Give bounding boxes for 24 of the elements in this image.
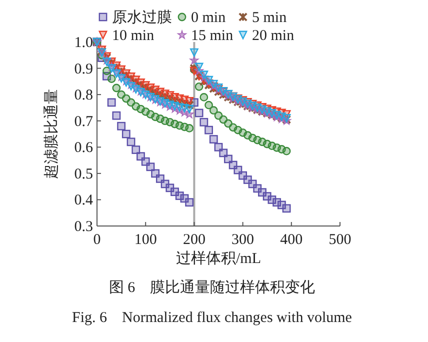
- caption: Fig. 6 Normalized flux changes with volume: [72, 310, 352, 326]
- y-tick-label: 0.4: [74, 192, 94, 209]
- y-tick-label: 0.7: [74, 114, 94, 130]
- x-axis-title: 过样体积/mL: [176, 250, 261, 267]
- legend-label: 原水过膜: [112, 9, 172, 26]
- y-tick-label: 0.3: [74, 219, 93, 235]
- y-tick-label: 0.9: [74, 61, 93, 78]
- x-tick-label: 400: [280, 232, 303, 248]
- x-tick-label: 300: [232, 232, 254, 248]
- y-axis-title: 超滤膜比通量: [43, 89, 60, 179]
- x-tick-label: 200: [182, 232, 206, 248]
- y-tick-label: 0.8: [74, 88, 93, 104]
- legend-label: 0 min: [191, 10, 226, 26]
- x-tick-label: 0: [93, 232, 101, 248]
- x-tick-label: 100: [134, 232, 157, 248]
- legend-label: 15 min: [191, 28, 234, 44]
- y-tick-label: 0.5: [74, 166, 93, 182]
- y-tick-label: 0.6: [74, 140, 94, 156]
- caption: 图 6 膜比通量随过样体积变化: [108, 279, 316, 296]
- legend-label: 10 min: [112, 28, 155, 44]
- legend-label: 5 min: [252, 10, 288, 26]
- x-tick-label: 500: [328, 232, 352, 248]
- y-tick-label: 1.0: [74, 35, 93, 51]
- legend-label: 20 min: [252, 28, 295, 44]
